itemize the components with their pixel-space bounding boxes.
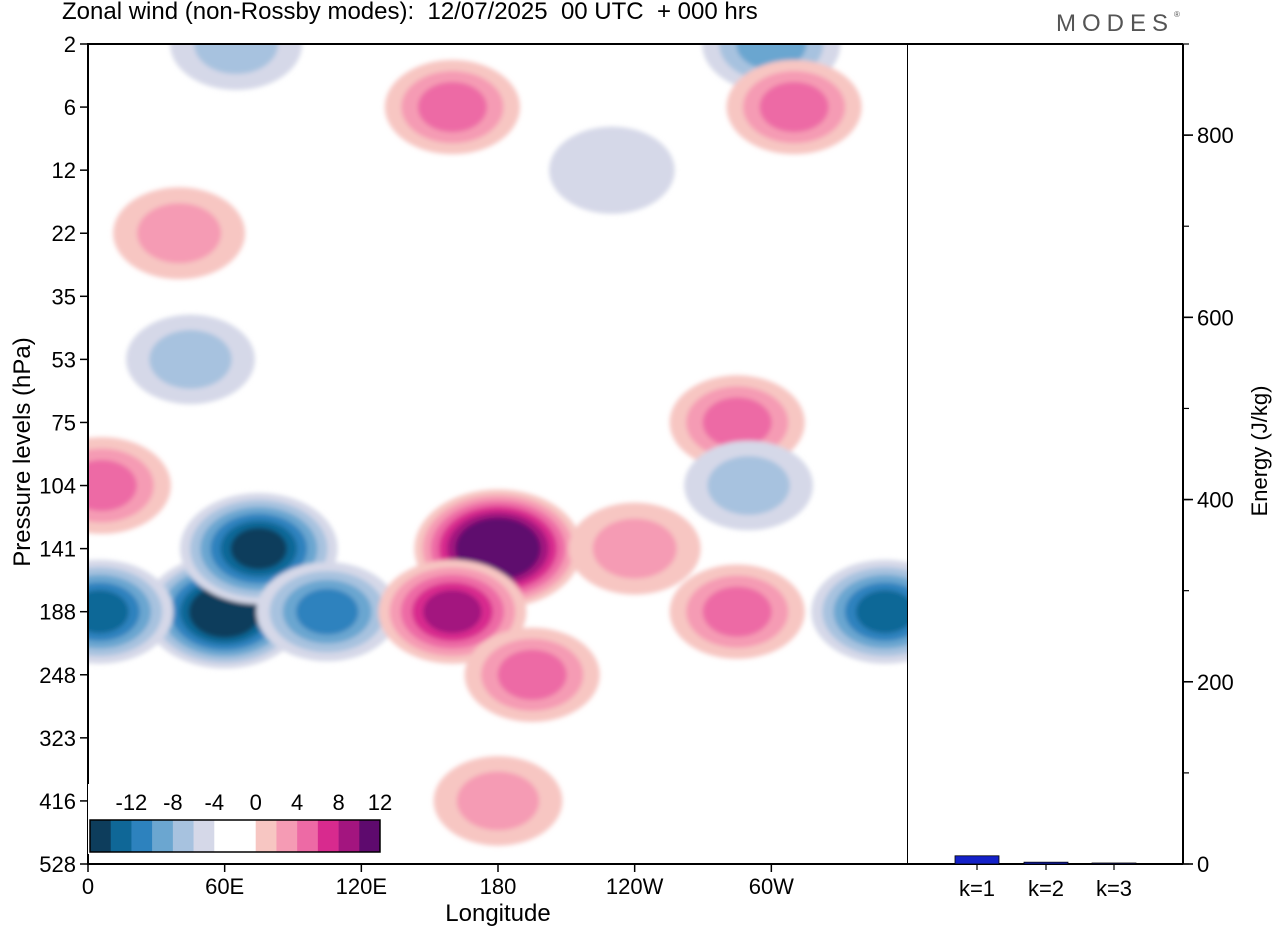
wind-anomaly-contour <box>549 126 675 214</box>
wind-anomaly-contour <box>194 44 279 74</box>
wind-anomaly-contour <box>856 590 908 634</box>
wind-anomaly-contour <box>88 590 129 634</box>
colorbar-swatch <box>359 820 381 852</box>
y-tick-label: 141 <box>39 537 76 562</box>
wind-anomaly-contour <box>702 397 772 448</box>
brand-text: MODES <box>1056 10 1175 37</box>
colorbar-swatch <box>90 820 112 852</box>
energy-tick-label: 600 <box>1197 305 1234 330</box>
colorbar-swatch <box>297 820 319 852</box>
colorbar-swatch <box>193 820 215 852</box>
figure-title: Zonal wind (non-Rossby modes): 12/07/202… <box>62 0 758 25</box>
energy-axis-label: Energy (J/kg) <box>1247 385 1272 517</box>
energy-tick-label: 0 <box>1197 852 1209 877</box>
y-tick-label: 2 <box>64 32 76 57</box>
wind-anomaly-contour <box>88 460 137 511</box>
colorbar-label: 4 <box>291 790 303 815</box>
y-tick-label: 248 <box>39 663 76 688</box>
colorbar-swatch <box>110 820 132 852</box>
wind-anomaly-contour <box>702 586 772 637</box>
y-tick-label: 416 <box>39 789 76 814</box>
registered-mark: ® <box>1174 10 1180 19</box>
energy-plot-area <box>908 44 1183 864</box>
y-tick-label: 528 <box>39 852 76 877</box>
x-axis-label: Longitude <box>445 900 551 927</box>
energy-tick-label: 200 <box>1197 670 1234 695</box>
x-tick-label: 120E <box>336 874 387 899</box>
wind-anomaly-contour <box>137 203 222 264</box>
modes-logo: MODES® <box>1056 10 1180 38</box>
wind-anomaly-contour <box>707 456 790 515</box>
energy-bar-chart: 0 200 400 600 800 k=1 k=2 k=3 <box>908 43 1234 901</box>
energy-bar <box>1023 861 1069 865</box>
x-tick-label: 180 <box>480 874 517 899</box>
x-tick-label: 60E <box>205 874 244 899</box>
wind-anomaly-contour <box>456 771 540 831</box>
colorbar-frame <box>89 819 381 853</box>
wind-anomaly-contour <box>423 590 482 634</box>
x-tick-label: 60W <box>749 874 794 899</box>
colorbar: -12 -8 -4 0 4 8 12 <box>88 784 392 854</box>
wind-anomaly-contour <box>230 527 287 570</box>
colorbar-swatch <box>276 820 298 852</box>
y-tick-label: 22 <box>52 221 76 246</box>
wind-anomaly-contour <box>296 588 359 635</box>
colorbar-label: 8 <box>332 790 344 815</box>
energy-tick-label: 400 <box>1197 488 1234 513</box>
colorbar-swatch <box>152 820 174 852</box>
y-tick-label: 323 <box>39 726 76 751</box>
colorbar-swatch <box>131 820 153 852</box>
heatmap-plot <box>88 44 908 846</box>
wind-anomaly-contour <box>471 529 525 569</box>
colorbar-swatch <box>214 820 236 852</box>
colorbar-label: -4 <box>205 790 225 815</box>
y-tick-label: 6 <box>64 95 76 120</box>
wind-anomaly-contour <box>592 518 677 579</box>
x-tick-label: 0 <box>82 874 94 899</box>
y-tick-label: 75 <box>52 410 76 435</box>
y-tick-label: 188 <box>39 600 76 625</box>
wind-anomaly-contour <box>417 82 487 133</box>
colorbar-swatch <box>317 820 339 852</box>
colorbar-swatch <box>338 820 360 852</box>
colorbar-swatch <box>255 820 277 852</box>
colorbar-swatch <box>172 820 194 852</box>
y-tick-label: 35 <box>52 284 76 309</box>
energy-bar <box>954 855 1000 865</box>
colorbar-label: -8 <box>163 790 183 815</box>
energy-category-label: k=2 <box>1028 876 1064 901</box>
energy-category-label: k=3 <box>1096 876 1132 901</box>
wind-anomaly-contour <box>149 330 232 389</box>
colorbar-label: -12 <box>116 790 148 815</box>
y-axis-label: Pressure levels (hPa) <box>9 337 36 567</box>
contour-fills <box>88 44 908 846</box>
x-tick-label: 120W <box>606 874 664 899</box>
y-tick-label: 104 <box>39 474 76 499</box>
energy-category-label: k=1 <box>959 876 995 901</box>
y-tick-label: 53 <box>52 347 76 372</box>
energy-bar <box>1091 862 1137 865</box>
wind-anomaly-contour <box>759 82 829 133</box>
colorbar-swatch <box>235 820 257 852</box>
colorbar-label: 12 <box>368 790 392 815</box>
wind-anomaly-contour <box>497 649 567 700</box>
colorbar-label: 0 <box>250 790 262 815</box>
energy-tick-label: 800 <box>1197 123 1234 148</box>
y-tick-label: 12 <box>52 158 76 183</box>
